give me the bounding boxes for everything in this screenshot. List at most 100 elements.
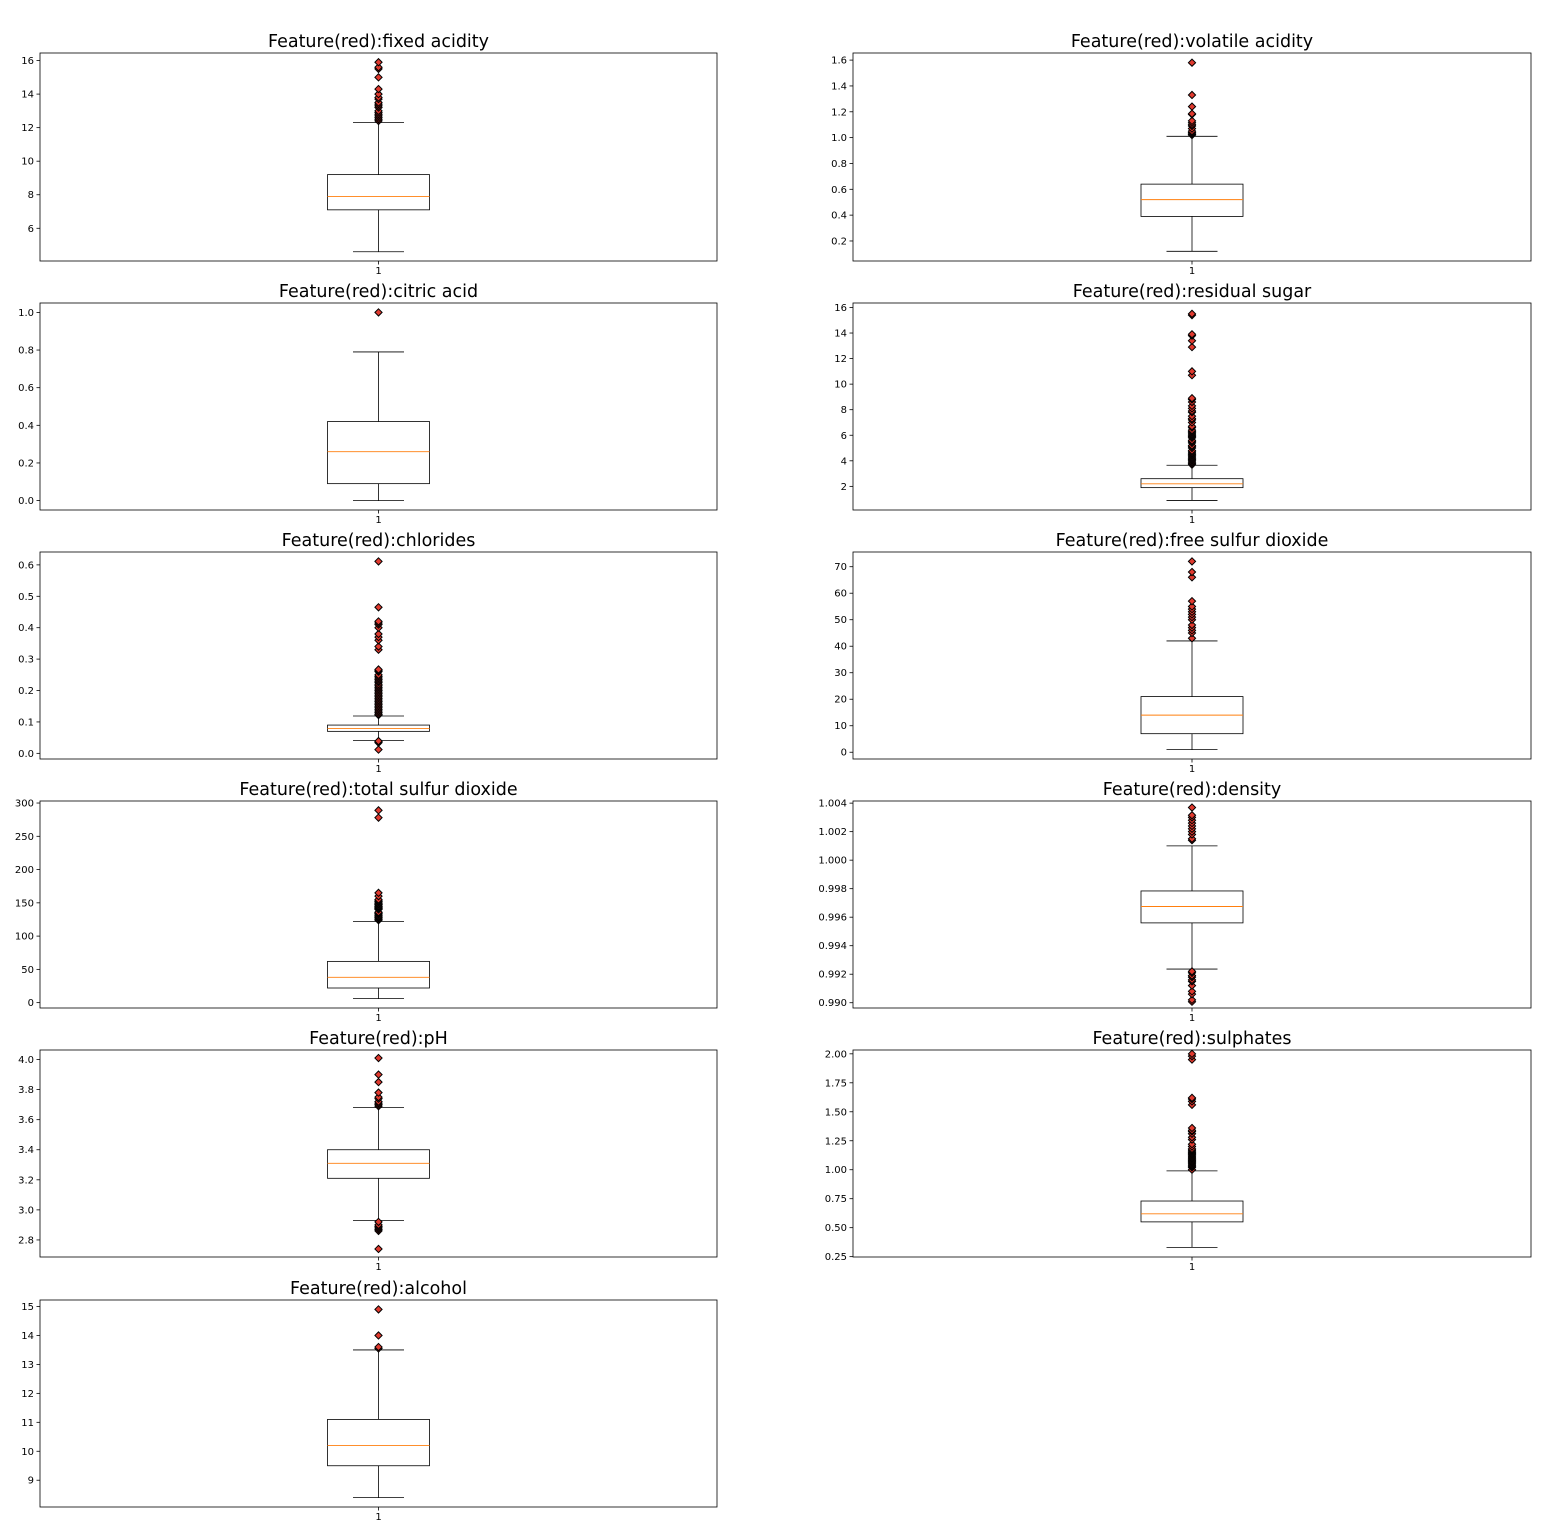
outlier-point — [1187, 803, 1197, 812]
subplot-5: Feature(red):chlorides 0.0 0.1 0.2 0.3 0.4 0.5… — [18, 531, 718, 775]
y-tick-label: 14 — [21, 90, 34, 101]
y-tick-label: 8 — [841, 405, 847, 416]
y-tick-label: 14 — [21, 1331, 34, 1342]
y-tick-label: 0.4 — [18, 421, 34, 432]
y-tick-label: 20 — [834, 695, 847, 706]
outlier-point — [1187, 995, 1197, 1005]
axes-frame — [39, 1299, 718, 1508]
y-tick-label: 10 — [21, 157, 34, 168]
subplot-6: Feature(red):free sulfur dioxide 0 10 20 30 4… — [834, 531, 1532, 775]
subplot-title: Feature(red):total sulfur dioxide — [239, 780, 517, 800]
outlier-point — [1187, 102, 1197, 111]
x-tick-label: 1 — [375, 266, 381, 277]
outlier-point — [1187, 567, 1197, 577]
y-tick-label: 8 — [28, 190, 34, 201]
outlier-point — [1187, 1093, 1197, 1103]
outlier-point — [374, 665, 383, 674]
y-tick-label: 100 — [15, 932, 34, 943]
y-tick-label: 0.4 — [831, 211, 847, 222]
subplot-title: Feature(red):residual sugar — [1073, 282, 1312, 302]
subplot-title: Feature(red):sulphates — [1092, 1029, 1291, 1049]
x-tick-label: 1 — [1189, 1013, 1195, 1024]
y-tick-label: 70 — [834, 562, 847, 573]
y-tick-label: 300 — [15, 799, 34, 810]
outlier-point — [1187, 1049, 1197, 1059]
y-tick-label: 0 — [841, 748, 847, 759]
y-tick-label: 1.00 — [825, 1165, 847, 1176]
subplot-1: Feature(red):fixed acidity 6 8 10 12 14 16 1 — [21, 32, 718, 277]
y-tick-label: 3.8 — [18, 1085, 34, 1096]
y-tick-label: 13 — [21, 1360, 34, 1371]
y-tick-label: 1.004 — [818, 799, 847, 810]
subplot-3: Feature(red):citric acid 0.0 0.2 0.4 0.6 0.8 1… — [18, 282, 718, 526]
y-tick-label: 2 — [841, 482, 847, 493]
subplot-title: Feature(red):density — [1103, 780, 1282, 800]
y-tick-label: 0.6 — [831, 185, 847, 196]
subplot-9: Feature(red):pH 2.8 3.0 3.2 3.4 3.6 3.8 4.0 1 — [18, 1029, 718, 1273]
axes-frame — [39, 1049, 718, 1258]
y-tick-label: 6 — [841, 431, 847, 442]
outlier-point — [374, 1342, 383, 1352]
outlier-point — [1187, 633, 1197, 643]
outlier-point — [374, 1331, 383, 1340]
subplot-title: Feature(red):pH — [309, 1029, 448, 1049]
x-tick-label: 1 — [1189, 266, 1195, 277]
y-tick-label: 0.8 — [18, 346, 34, 357]
y-tick-label: 2.8 — [18, 1235, 34, 1246]
outlier-point — [374, 745, 383, 754]
outlier-point — [1187, 596, 1197, 606]
x-tick-label: 1 — [1189, 1262, 1195, 1273]
outlier-point — [374, 89, 383, 99]
y-tick-label: 1.2 — [831, 107, 847, 118]
y-tick-label: 3.4 — [18, 1145, 34, 1156]
outlier-point — [374, 1088, 383, 1097]
y-tick-label: 0.8 — [831, 159, 847, 170]
axes-frame — [852, 52, 1532, 262]
outlier-point — [374, 1070, 383, 1079]
outlier-point — [1187, 1123, 1197, 1133]
subplot-8: Feature(red):density 0.990 0.992 0.994 0.996… — [818, 780, 1532, 1024]
y-tick-label: 1.25 — [825, 1136, 847, 1147]
outlier-point — [1187, 393, 1197, 403]
outlier-point — [374, 1244, 383, 1254]
y-tick-label: 0.992 — [818, 970, 847, 981]
outlier-point — [374, 1217, 383, 1227]
outlier-point — [374, 73, 383, 82]
outlier-point — [374, 642, 383, 651]
subplot-10: Feature(red):sulphates 0.25 0.50 0.75 1.00 1.… — [825, 1029, 1532, 1273]
y-tick-label: 11 — [21, 1418, 34, 1429]
y-tick-label: 1.75 — [825, 1078, 847, 1089]
y-tick-label: 0.25 — [825, 1252, 847, 1263]
axes-frame — [39, 800, 718, 1009]
outlier-point — [1187, 116, 1197, 126]
outlier-point — [1187, 58, 1197, 67]
x-tick-label: 1 — [1189, 764, 1195, 775]
outlier-point — [1187, 557, 1197, 566]
y-tick-label: 60 — [834, 589, 847, 600]
outlier-point — [374, 629, 383, 639]
x-tick-label: 1 — [375, 515, 381, 526]
y-tick-label: 3.6 — [18, 1115, 34, 1126]
iqr-box — [1140, 478, 1244, 489]
y-tick-label: 1.4 — [831, 81, 847, 92]
y-tick-label: 200 — [15, 865, 34, 876]
axes-frame — [852, 800, 1532, 1009]
outlier-point — [374, 1053, 383, 1063]
y-tick-label: 0.996 — [818, 913, 847, 924]
outlier-point — [1187, 90, 1197, 100]
subplot-7: Feature(red):total sulfur dioxide 0 50 100 1… — [15, 780, 718, 1024]
y-tick-label: 50 — [834, 615, 847, 626]
y-tick-label: 0.990 — [818, 998, 847, 1009]
x-tick-label: 1 — [375, 1013, 381, 1024]
y-tick-label: 12 — [21, 1389, 34, 1400]
y-tick-label: 2.00 — [825, 1049, 847, 1060]
x-tick-label: 1 — [1189, 515, 1195, 526]
y-tick-label: 6 — [28, 224, 34, 235]
y-tick-label: 0.6 — [18, 560, 34, 571]
y-tick-label: 0 — [28, 998, 34, 1009]
subplot-title: Feature(red):chlorides — [282, 531, 476, 551]
y-tick-label: 0.50 — [825, 1223, 847, 1234]
y-tick-label: 1.0 — [18, 308, 34, 319]
outlier-point — [374, 736, 383, 746]
y-tick-label: 4 — [841, 456, 847, 467]
